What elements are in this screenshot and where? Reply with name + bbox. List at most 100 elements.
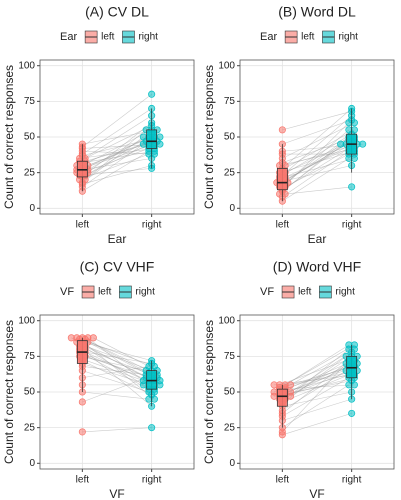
panel-title: (A) CV DL [85, 4, 149, 20]
x-axis-title: Ear [308, 232, 327, 246]
pair-line [84, 125, 152, 159]
plot-border [39, 59, 195, 215]
pair-line [82, 108, 152, 155]
legend-label: right [135, 287, 155, 298]
pair-line [284, 153, 350, 188]
pair-line [282, 115, 352, 176]
x-tick-label: right [342, 475, 362, 486]
dot [350, 126, 358, 134]
pair-line [82, 370, 149, 393]
panel-title: (B) Word DL [278, 4, 356, 20]
pair-line [85, 351, 152, 364]
pair-line [82, 366, 149, 379]
y-tick-label: 50 [24, 387, 36, 398]
pair-line [282, 391, 352, 407]
pair-line [79, 339, 155, 400]
dot [278, 126, 286, 134]
box [146, 129, 158, 149]
pair-line [282, 377, 350, 417]
box [276, 388, 288, 407]
dot [359, 140, 367, 148]
dot [156, 140, 164, 148]
dot [148, 90, 156, 98]
dot [348, 183, 356, 191]
pair-line [82, 353, 150, 390]
y-tick-label: 100 [218, 60, 235, 71]
y-tick-label: 25 [24, 167, 36, 178]
pair-line [284, 348, 350, 400]
y-tick-label: 75 [24, 96, 36, 107]
pair-line [82, 143, 155, 169]
pair-line [82, 165, 152, 185]
pair-line [282, 151, 350, 198]
y-tick-label: 75 [224, 351, 236, 362]
pair-line [84, 348, 152, 376]
pair-line [282, 119, 352, 145]
y-tick-label: 0 [29, 203, 35, 214]
pair-line [285, 158, 355, 178]
legend-label: left [298, 287, 312, 298]
legend-title: Ear [60, 31, 77, 43]
pair-line [285, 377, 355, 396]
legend-title: VF [260, 286, 274, 298]
x-tick-label: right [142, 220, 162, 231]
legend-title: Ear [260, 31, 277, 43]
pair-line [82, 391, 149, 400]
y-tick-label: 25 [24, 422, 36, 433]
pair-line [285, 143, 358, 166]
box [276, 167, 288, 191]
plot-border [39, 314, 195, 470]
y-axis-title: Count of correct responses [202, 320, 216, 464]
x-axis-title: VF [309, 487, 324, 500]
y-tick-label: 0 [229, 203, 235, 214]
pair-line [82, 93, 152, 148]
pair-line [82, 427, 152, 433]
y-tick-label: 100 [218, 315, 235, 326]
pair-line [279, 148, 355, 166]
plot-border [239, 59, 395, 215]
pair-line [79, 115, 152, 162]
x-axis-title: Ear [108, 232, 127, 246]
y-tick-label: 50 [224, 132, 236, 143]
pair-line [282, 122, 355, 159]
x-tick-label: right [142, 475, 162, 486]
dot [148, 424, 156, 432]
y-axis-title: Count of correct responses [2, 65, 16, 209]
y-tick-label: 0 [29, 458, 35, 469]
x-axis-title: VF [109, 487, 124, 500]
pair-line [282, 158, 350, 202]
y-tick-label: 100 [18, 60, 35, 71]
pair-line [82, 150, 155, 163]
pair-line [79, 346, 152, 407]
x-tick-label: left [76, 220, 90, 231]
legend-label: right [335, 287, 355, 298]
pair-line [290, 351, 352, 393]
pair-line [79, 148, 155, 159]
dot [156, 381, 164, 389]
dot [150, 395, 158, 403]
plot-border [239, 314, 395, 470]
pair-line [279, 384, 355, 390]
dot [287, 381, 295, 389]
dot [150, 150, 158, 158]
y-tick-label: 25 [224, 167, 236, 178]
legend-label: left [98, 287, 112, 298]
pair-line [282, 384, 350, 428]
x-tick-label: left [276, 475, 290, 486]
dot [78, 398, 86, 406]
panel-title: (C) CV VHF [80, 259, 155, 275]
dot [89, 334, 97, 342]
y-tick-label: 75 [224, 96, 236, 107]
x-tick-label: left [276, 220, 290, 231]
panel-title: (D) Word VHF [273, 259, 361, 275]
y-tick-label: 0 [229, 458, 235, 469]
y-tick-label: 25 [224, 422, 236, 433]
dot [348, 409, 356, 417]
pair-line [79, 168, 152, 176]
pair-line [282, 111, 352, 131]
y-axis-title: Count of correct responses [2, 320, 16, 464]
legend-label: left [301, 32, 315, 43]
legend-label: right [338, 32, 358, 43]
pair-line [284, 344, 355, 386]
